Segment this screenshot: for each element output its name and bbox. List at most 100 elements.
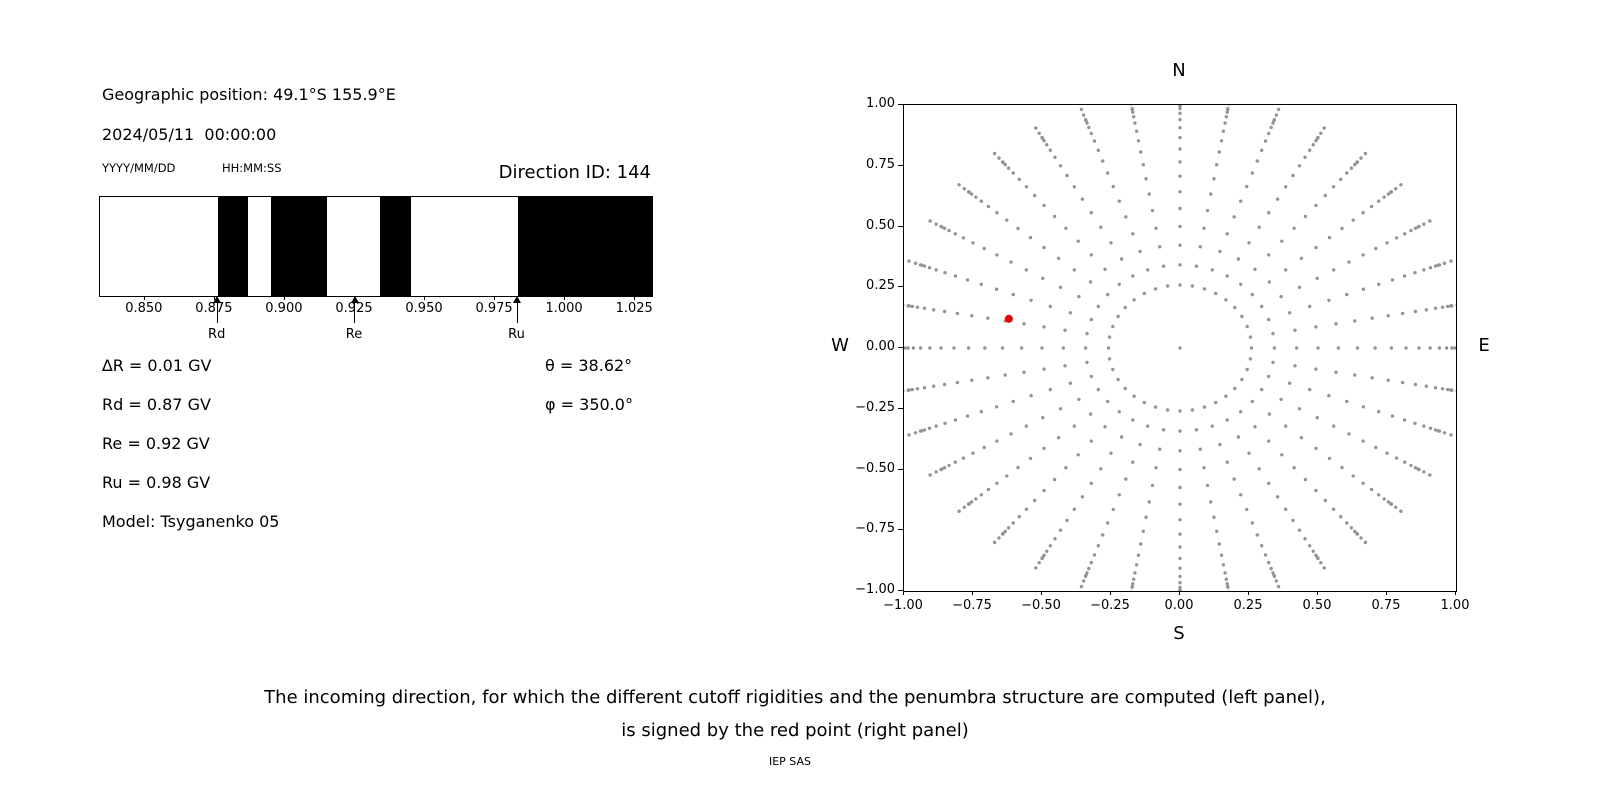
grid-dot [1279, 294, 1283, 299]
x-tick-label: 0.75 [1371, 598, 1401, 613]
grid-dot [1314, 446, 1318, 451]
grid-dot [1123, 386, 1127, 391]
grid-dot [1363, 540, 1368, 545]
y-tick-mark [898, 590, 903, 591]
grid-dot [1131, 418, 1135, 422]
x-tick-label: 1.00 [1440, 598, 1470, 613]
delta-r-value: ∆R = 0.01 GV [102, 356, 212, 375]
forbidden-band [217, 197, 249, 296]
grid-dot [1225, 582, 1229, 586]
grid-dot [915, 387, 920, 391]
grid-dot [1276, 107, 1281, 112]
grid-dot [1316, 346, 1320, 350]
grid-dot [1267, 253, 1271, 257]
grid-dot [1028, 456, 1033, 461]
grid-dot [1351, 218, 1355, 222]
grid-dot [1424, 384, 1428, 388]
grid-dot [1011, 171, 1015, 175]
grid-dot [1308, 387, 1312, 392]
grid-dot [1068, 311, 1072, 315]
grid-dot [1096, 544, 1100, 548]
grid-dot [1214, 291, 1218, 296]
grid-dot [1450, 346, 1454, 350]
grid-dot [1311, 143, 1315, 147]
grid-dot [1133, 121, 1137, 125]
grid-dot [1260, 148, 1264, 152]
grid-dot [1065, 173, 1069, 178]
grid-dot [1239, 199, 1243, 203]
grid-dot [943, 271, 947, 275]
grid-dot [970, 314, 974, 318]
grid-dot [1142, 291, 1146, 296]
direction-id-label: Direction ID: 144 [498, 162, 651, 183]
grid-dot [1345, 292, 1349, 297]
grid-dot [1219, 139, 1224, 143]
grid-dot [913, 431, 918, 435]
grid-dot [1089, 131, 1093, 136]
grid-dot [1194, 264, 1199, 268]
grid-dot [1232, 215, 1236, 219]
grid-dot [1291, 518, 1295, 523]
grid-dot [1389, 190, 1394, 194]
grid-dot [1136, 553, 1141, 557]
x-tick-mark [1179, 591, 1180, 595]
grid-dot [1212, 515, 1216, 519]
grid-dot [1250, 399, 1254, 404]
datetime-text: 2024/05/11 00:00:00 [102, 125, 277, 144]
grid-dot [1316, 556, 1320, 561]
grid-dot [1236, 435, 1241, 439]
grid-dot [1284, 507, 1288, 511]
y-tick-mark [898, 164, 903, 166]
grid-dot [979, 410, 983, 414]
grid-dot [1042, 203, 1046, 208]
grid-dot [1194, 428, 1199, 432]
grid-dot [1361, 211, 1365, 215]
y-tick-label: −0.50 [855, 460, 895, 476]
ru-value: Ru = 0.98 GV [102, 473, 211, 492]
grid-dot [939, 224, 943, 229]
x-tick-label: 0.00 [1164, 598, 1194, 613]
grid-dot [1314, 325, 1318, 329]
grid-dot [1403, 232, 1407, 236]
grid-dot [1288, 311, 1292, 315]
grid-dot [1369, 487, 1374, 492]
grid-dot [1099, 467, 1103, 471]
grid-dot [1363, 151, 1368, 156]
grid-dot [1111, 184, 1115, 189]
grid-dot [1028, 235, 1033, 240]
grid-dot [1225, 110, 1229, 114]
grid-dot [953, 460, 957, 464]
grid-dot [906, 304, 910, 308]
grid-dot [1239, 282, 1243, 286]
grid-dot [1428, 219, 1432, 223]
grid-dot [1271, 360, 1275, 365]
grid-dot [1133, 571, 1137, 575]
grid-dot [1178, 135, 1182, 140]
compass-south-label: S [1173, 623, 1185, 644]
grid-dot [1064, 466, 1068, 470]
grid-dot [1058, 285, 1063, 289]
x-tick-mark [1110, 591, 1111, 595]
grid-dot [1063, 364, 1067, 368]
grid-dot [1311, 549, 1315, 553]
grid-dot [966, 190, 971, 194]
grid-dot [1323, 193, 1327, 198]
grid-dot [1297, 407, 1302, 411]
grid-dot [1111, 507, 1115, 512]
grid-dot [1291, 173, 1295, 178]
cutoff-arrow-stem [216, 303, 218, 323]
x-tick-label: −0.50 [1021, 598, 1061, 613]
grid-dot [1131, 274, 1135, 278]
grid-dot [1279, 397, 1283, 402]
grid-dot [1139, 542, 1143, 546]
grid-dot [1386, 378, 1390, 382]
grid-dot [1221, 129, 1226, 133]
grid-dot [947, 463, 951, 468]
cutoff-arrow-label: Re [345, 327, 363, 342]
grid-dot [1257, 467, 1261, 471]
grid-dot [1377, 282, 1381, 286]
grid-dot [1053, 155, 1057, 159]
grid-dot [1131, 232, 1135, 236]
grid-dot [1446, 387, 1450, 392]
grid-dot [986, 316, 990, 320]
